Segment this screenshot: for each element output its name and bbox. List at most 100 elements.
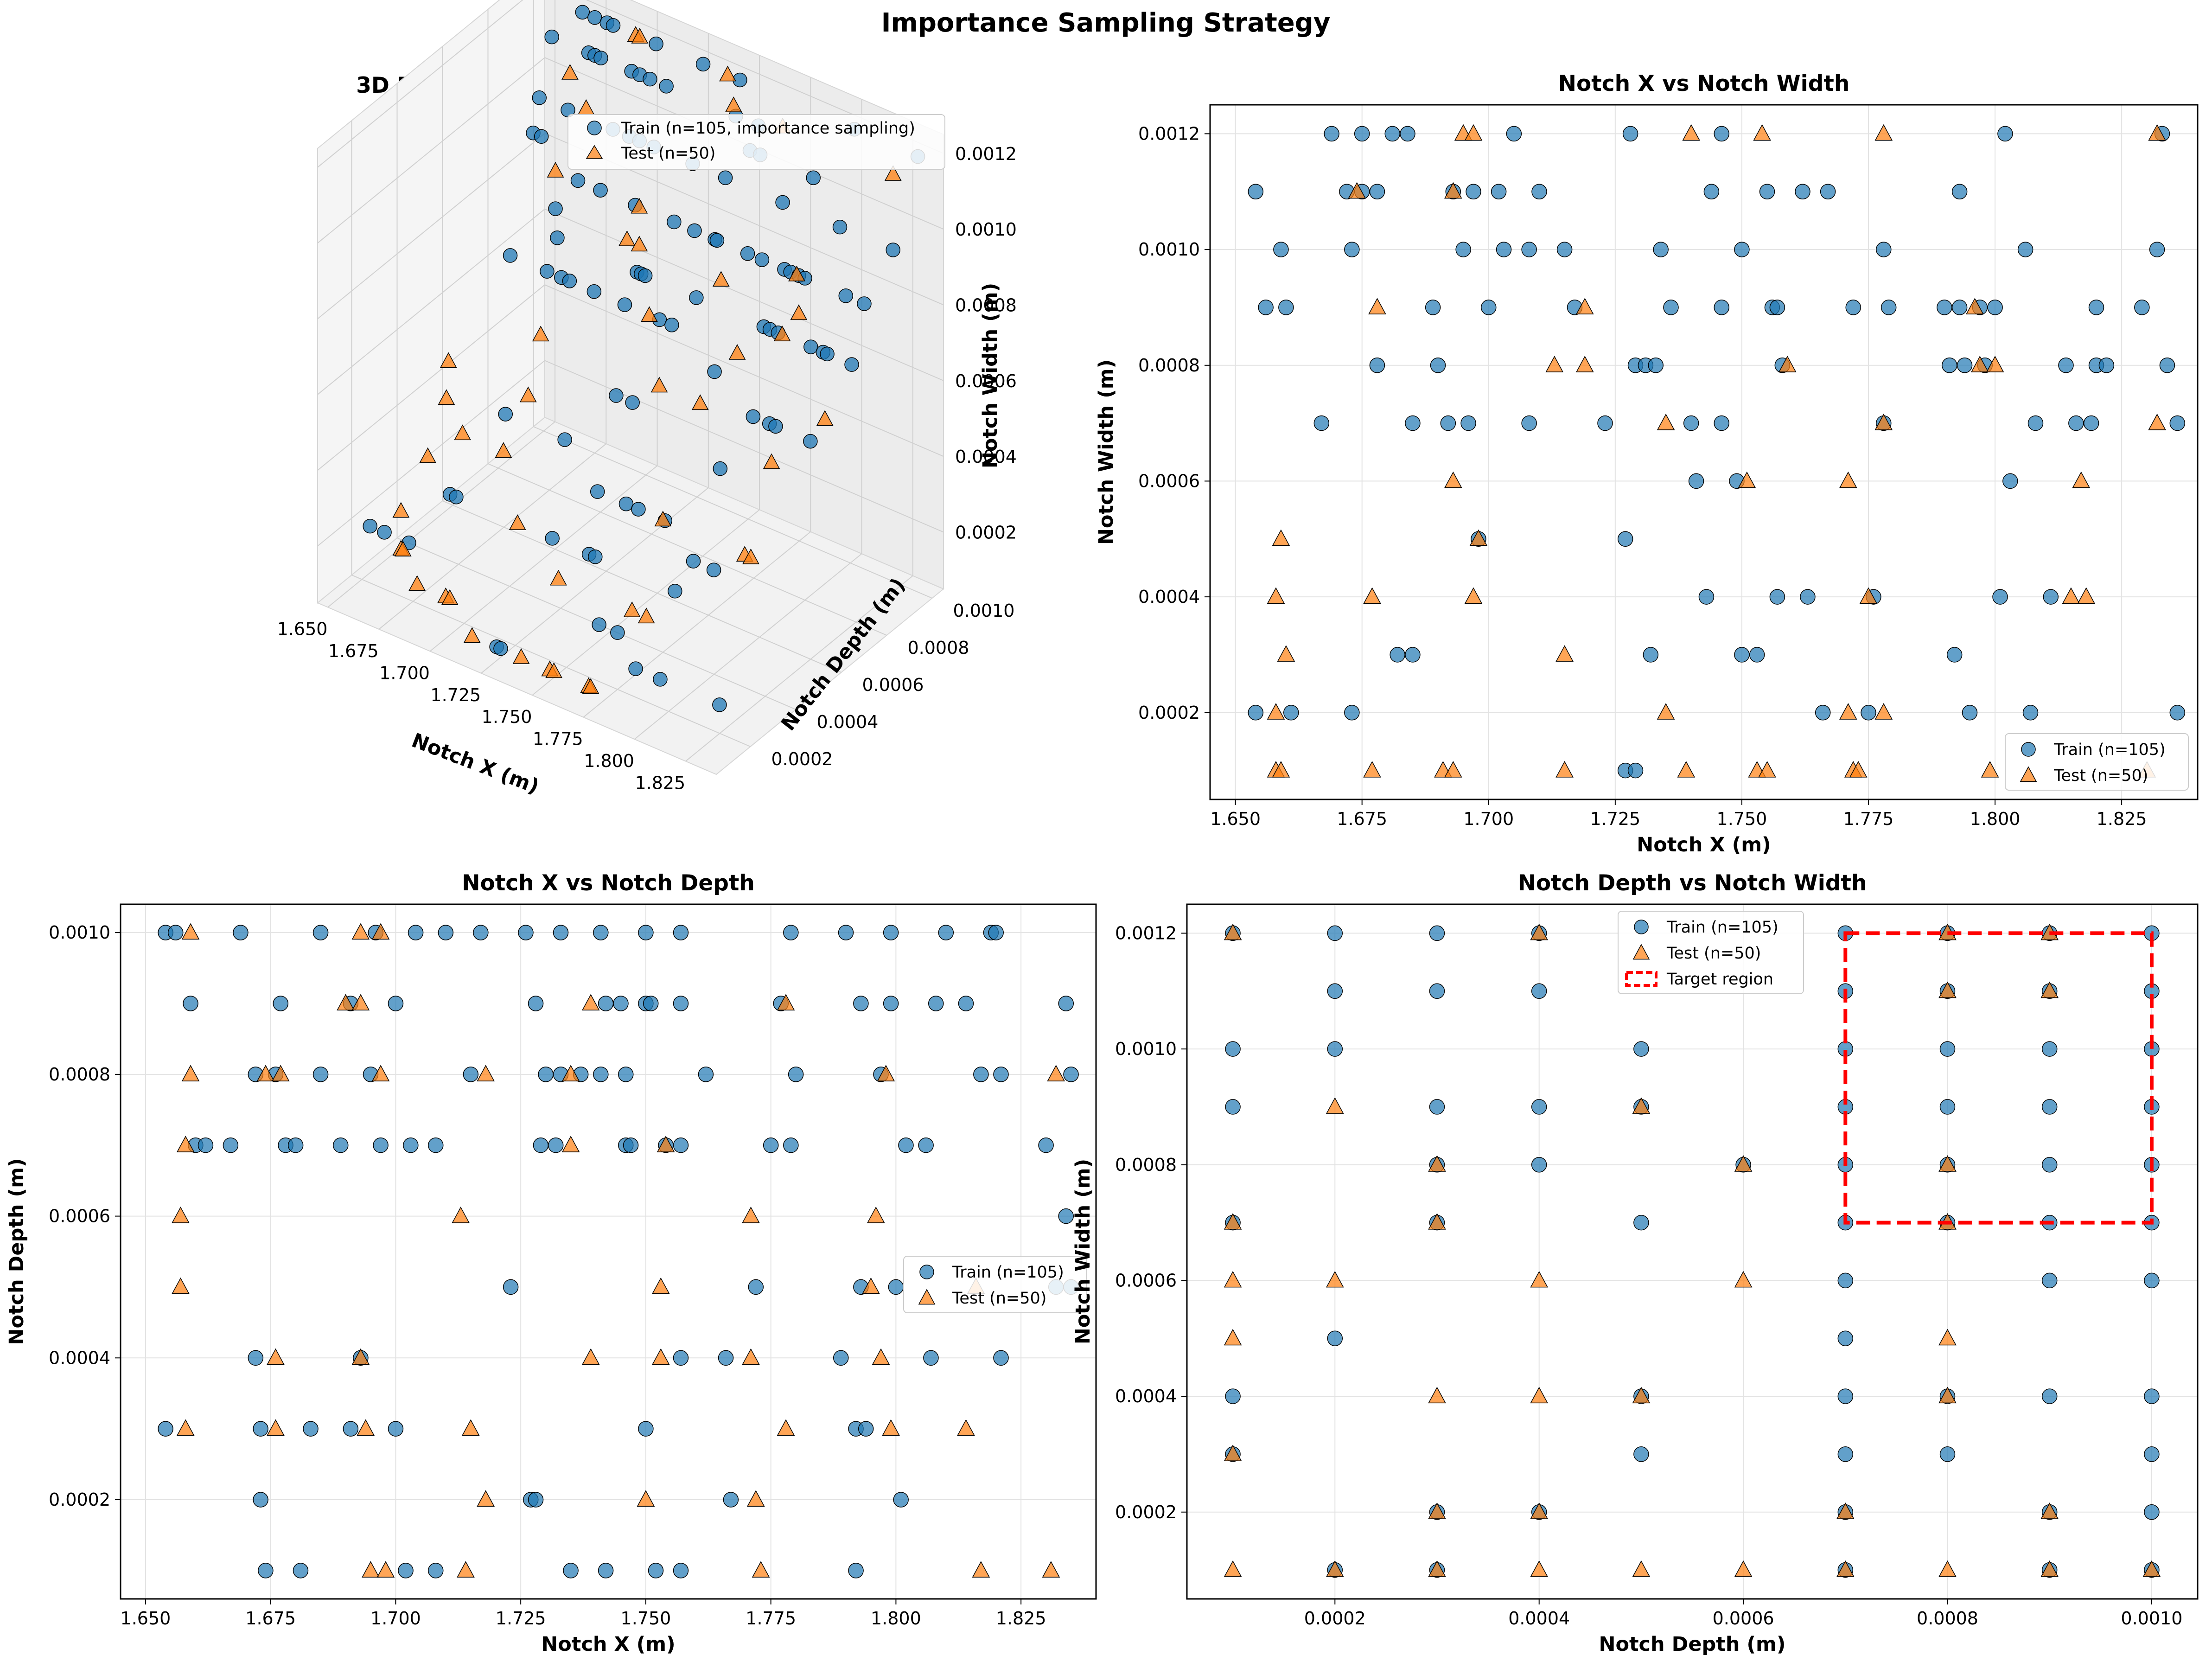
train-point-3d — [746, 409, 761, 424]
train-point — [838, 925, 854, 940]
train-point-3d — [664, 318, 679, 332]
train-point — [1327, 1041, 1343, 1057]
train-point-3d — [820, 346, 835, 362]
train-point-3d — [588, 550, 603, 564]
3d-x-tick-label: 1.675 — [328, 641, 379, 661]
legend-target-marker — [1625, 971, 1657, 987]
test-point — [746, 1490, 765, 1507]
train-point — [1058, 996, 1074, 1011]
test-point — [267, 1419, 285, 1436]
train-point — [183, 996, 198, 1011]
test-point — [1938, 981, 1957, 998]
train-point — [723, 1492, 739, 1508]
train-point — [253, 1421, 268, 1437]
test-point — [752, 1561, 770, 1578]
train-point — [1643, 647, 1659, 663]
train-point — [258, 1563, 274, 1579]
grid — [1210, 105, 2198, 799]
test-point — [1632, 1387, 1651, 1404]
y-tick-label: 0.0002 — [49, 1489, 110, 1510]
y-tick-label: 0.0006 — [1138, 471, 1200, 491]
train-point-3d — [718, 170, 733, 185]
x-tick-label: 1.725 — [1590, 809, 1640, 829]
y-tick-label: 0.0006 — [1115, 1270, 1177, 1291]
grid-y-floor — [533, 426, 932, 599]
test-point-3d — [788, 265, 805, 281]
x-tick-label: 1.650 — [1210, 809, 1261, 829]
train-point-3d — [775, 195, 790, 210]
train-point — [1861, 705, 1876, 721]
legend-label: Target region — [1666, 970, 1773, 989]
test-point-3d — [631, 236, 648, 252]
train-point — [332, 1137, 349, 1153]
test-point-3d — [654, 511, 672, 527]
x-tick-label: 1.700 — [370, 1608, 421, 1629]
train-point — [2068, 415, 2084, 431]
test-point — [1874, 124, 1893, 141]
test-point-3d — [547, 161, 564, 178]
train-point — [403, 1137, 419, 1153]
train-point-3d — [706, 562, 721, 577]
test-point — [1047, 1065, 1065, 1081]
train-point — [2022, 705, 2039, 721]
train-point — [898, 1137, 914, 1153]
y-tick-label: 0.0002 — [1115, 1502, 1177, 1522]
train-point — [593, 1067, 609, 1082]
test-point-3d — [550, 569, 567, 586]
train-point-3d — [754, 252, 770, 267]
legend-train-marker — [587, 121, 602, 135]
train-point-3d — [832, 219, 848, 235]
plot-frame — [1209, 104, 2199, 800]
train-point — [1058, 1208, 1074, 1224]
train-point — [1531, 184, 1547, 199]
3d-y-tick-label: 0.0004 — [817, 712, 879, 732]
train-point-3d — [557, 432, 572, 447]
test-point — [181, 1065, 200, 1081]
3d-y-tick-label: 0.0006 — [862, 675, 924, 695]
3d-y-tick-label: 0.0010 — [953, 601, 1015, 621]
train-point — [388, 1421, 404, 1437]
y-tick-label: 0.0010 — [1115, 1039, 1177, 1059]
train-point-3d — [575, 5, 590, 20]
train-point — [2043, 589, 2059, 605]
3d-x-tick-label: 1.650 — [277, 619, 328, 639]
grid — [1187, 904, 2198, 1599]
grid-x-floor — [634, 553, 862, 740]
y-tick-label: 0.0004 — [1115, 1386, 1177, 1406]
y-axis-label: Notch Depth (m) — [5, 1158, 28, 1345]
3d-z-tick-label: 0.0012 — [955, 144, 1017, 164]
train-point — [2098, 358, 2115, 373]
train-point — [1688, 473, 1704, 489]
train-point-3d — [712, 697, 727, 712]
train-point — [293, 1563, 309, 1579]
grid-z-side — [317, 209, 545, 395]
grid-z-side — [317, 0, 523, 168]
3d-tick-labels: 1.6501.6751.7001.7251.7501.7751.8001.825… — [277, 144, 1017, 793]
train-point — [1430, 358, 1446, 373]
train-point — [253, 1492, 268, 1508]
train-point — [1491, 184, 1507, 199]
train-point — [533, 1137, 549, 1153]
test-point — [862, 1277, 880, 1294]
train-point-3d — [534, 129, 549, 144]
train-point — [643, 996, 659, 1011]
test-point — [777, 1419, 795, 1436]
test-point-3d — [394, 541, 412, 556]
train-point-3d — [618, 496, 634, 511]
test-point — [1734, 1271, 1753, 1288]
test-point — [1277, 645, 1295, 662]
grid-z-side — [317, 360, 545, 547]
data-points — [1224, 923, 2161, 1578]
test-point-3d — [650, 377, 668, 393]
legend: Train (n=105) Test (n=50) Target region — [1618, 911, 1804, 994]
train-point — [528, 996, 544, 1011]
train-point — [388, 996, 404, 1011]
train-point — [287, 1137, 304, 1153]
train-point — [518, 925, 534, 940]
test-point — [1428, 1213, 1446, 1230]
test-point — [882, 1419, 900, 1436]
train-point — [1939, 1099, 1956, 1115]
test-point-3d — [816, 410, 834, 426]
train-point — [1800, 589, 1816, 605]
train-point — [958, 996, 974, 1011]
